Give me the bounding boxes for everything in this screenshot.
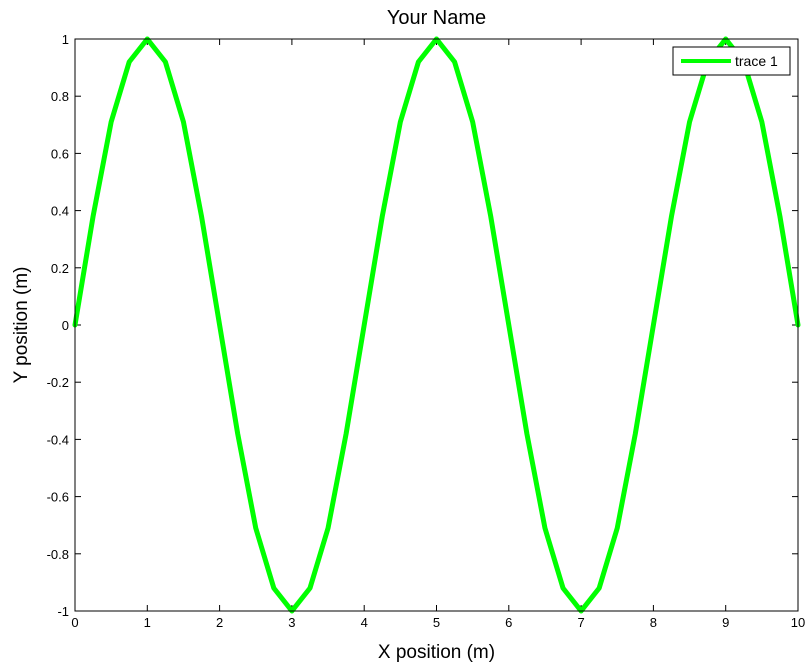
x-tick-label: 0 — [71, 615, 78, 630]
x-axis-title: X position (m) — [378, 642, 495, 663]
x-tick-label: 7 — [577, 615, 584, 630]
y-tick-label: 0.8 — [51, 89, 69, 104]
x-tick-label: 2 — [216, 615, 223, 630]
y-tick-label: 1 — [62, 32, 69, 47]
plot-frame — [74, 38, 799, 612]
y-tick-label: 0.4 — [51, 204, 69, 219]
axis-ticks: 0 1 2 3 4 5 6 7 8 9 10 -1 -0.8 -0.6 -0.4 -0.2 0 0.2 0.4 0.6… — [47, 32, 806, 630]
x-tick-label: 5 — [433, 615, 440, 630]
y-tick-label: -0.4 — [47, 432, 69, 447]
y-tick-label: 0.2 — [51, 261, 69, 276]
legend-label-trace-1: trace 1 — [735, 53, 778, 69]
y-axis-title: Y position (m) — [11, 267, 32, 384]
legend[interactable]: trace 1 — [672, 46, 791, 76]
y-tick-label: -0.6 — [47, 490, 69, 505]
y-tick-label: 0 — [62, 318, 69, 333]
x-tick-label: 8 — [650, 615, 657, 630]
x-tick-label: 6 — [505, 615, 512, 630]
y-tick-label: -1 — [57, 604, 69, 619]
chart-title: Your Name — [387, 7, 486, 29]
x-tick-label: 10 — [791, 615, 805, 630]
x-tick-label: 3 — [288, 615, 295, 630]
x-tick-label: 9 — [722, 615, 729, 630]
x-tick-label: 4 — [361, 615, 368, 630]
y-tick-label: -0.2 — [47, 375, 69, 390]
x-tick-label: 1 — [144, 615, 151, 630]
y-tick-label: -0.8 — [47, 547, 69, 562]
y-tick-label: 0.6 — [51, 146, 69, 161]
